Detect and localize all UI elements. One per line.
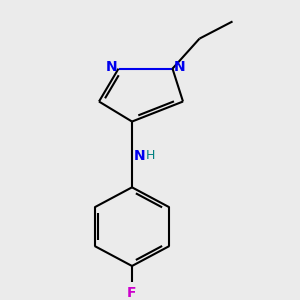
Text: N: N (105, 60, 117, 74)
Text: H: H (146, 149, 155, 162)
Text: F: F (127, 286, 137, 300)
Text: N: N (134, 149, 145, 163)
Text: N: N (174, 60, 186, 74)
